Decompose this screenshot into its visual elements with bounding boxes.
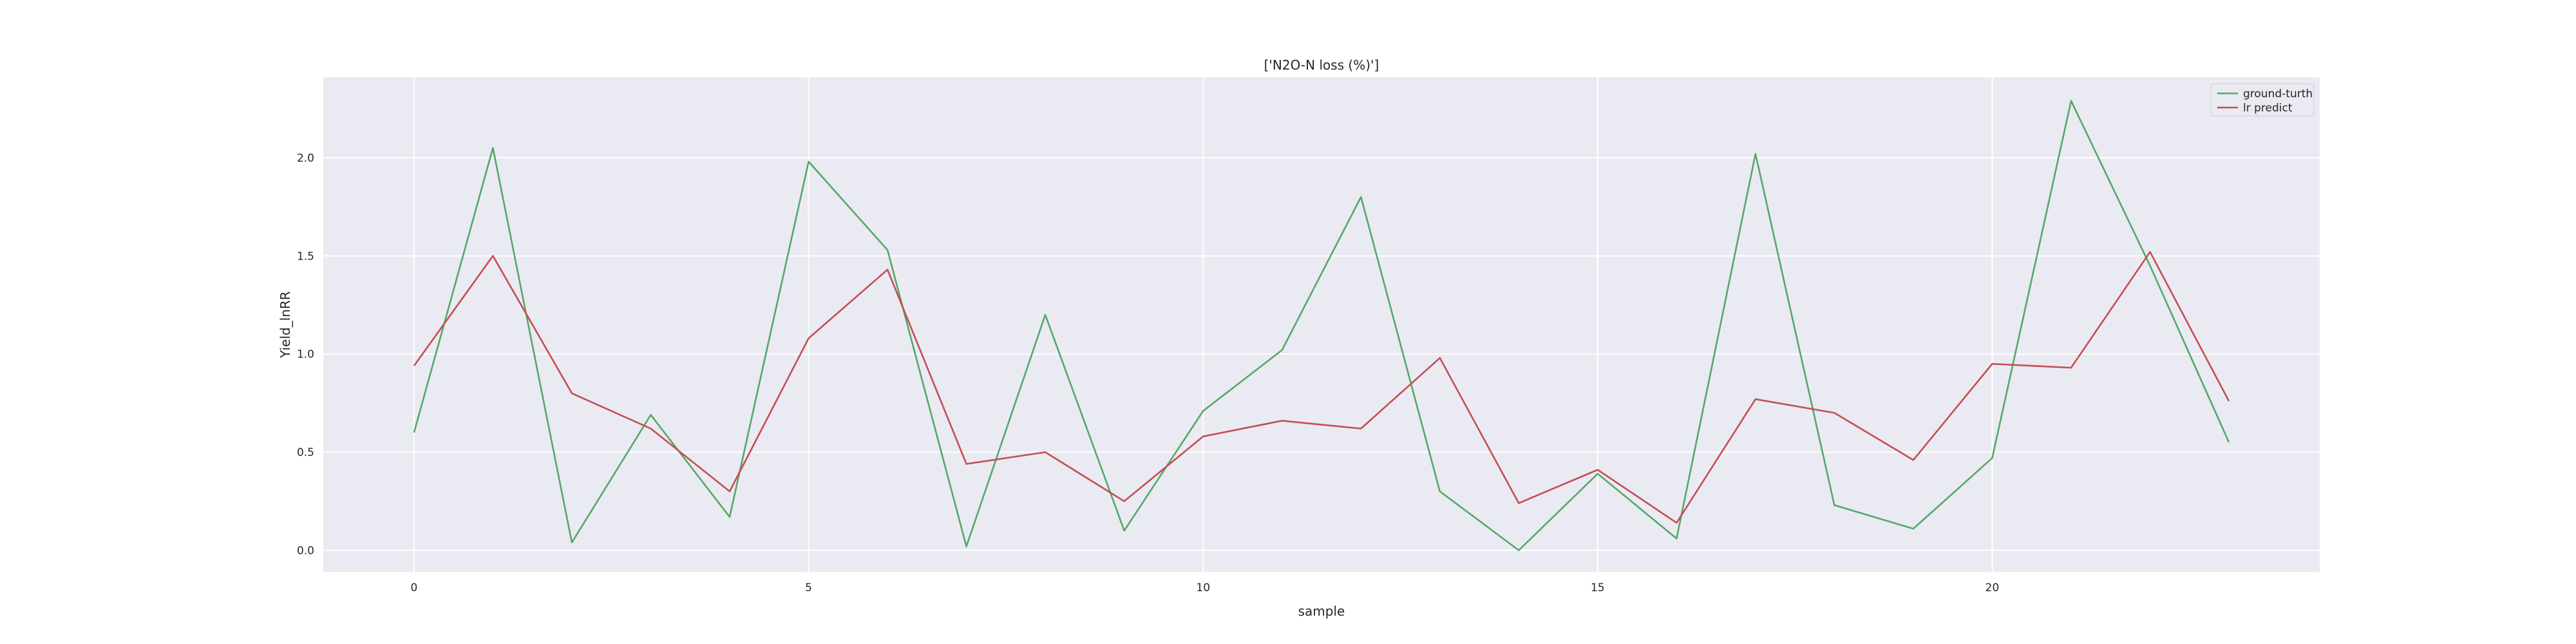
y-tick-label: 0.0 [297, 544, 314, 557]
y-tick-label: 1.0 [297, 348, 314, 361]
grid [323, 77, 2320, 572]
x-tick-label: 5 [805, 582, 812, 594]
tick-labels: 0 5 10 15 20 0.0 0.5 1.0 1.5 2.0 [297, 152, 1999, 594]
legend: ground-turth lr predict [2210, 83, 2315, 117]
plot-area [323, 77, 2320, 572]
chart-title: ['N2O-N loss (%)'] [1264, 57, 1379, 73]
legend-label: lr predict [2243, 102, 2293, 115]
x-tick-label: 0 [410, 582, 417, 594]
x-tick-label: 10 [1196, 582, 1210, 594]
series-layer [413, 100, 2230, 551]
y-tick-label: 0.5 [297, 446, 314, 459]
y-tick-label: 1.5 [297, 250, 314, 263]
y-tick-label: 2.0 [297, 152, 314, 165]
x-tick-label: 15 [1591, 582, 1605, 594]
series-line-0 [413, 100, 2230, 551]
x-tick-label: 20 [1985, 582, 2000, 594]
x-axis-title: sample [1298, 603, 1345, 619]
legend-label: ground-turth [2243, 88, 2313, 100]
y-axis-title: Yield_lnRR [278, 291, 293, 359]
series-line-1 [413, 251, 2230, 524]
